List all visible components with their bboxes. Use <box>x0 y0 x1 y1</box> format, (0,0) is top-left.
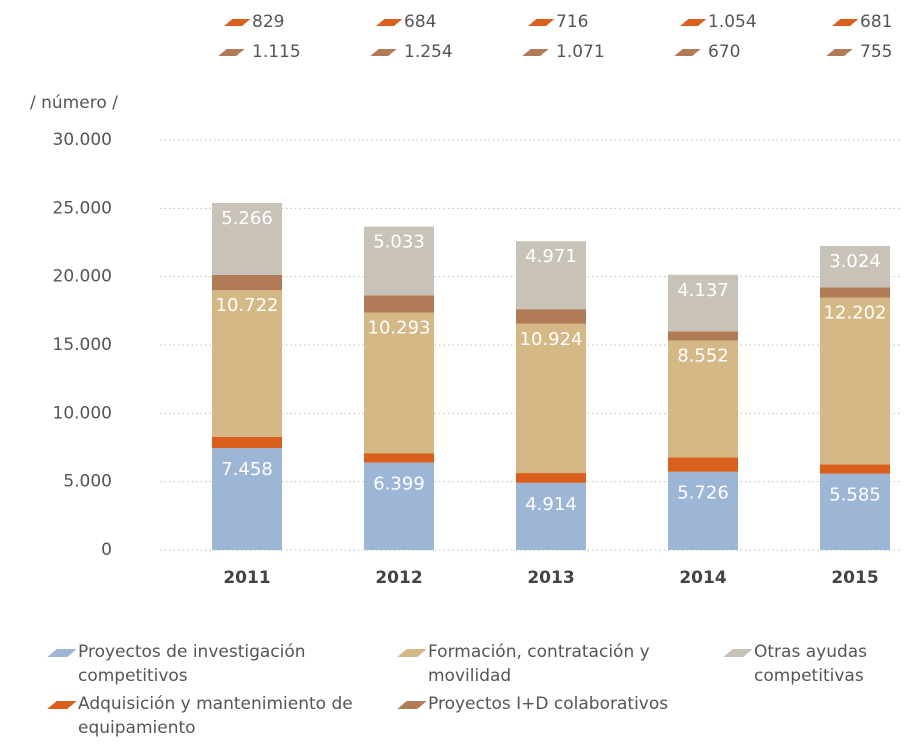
value-label: 10.293 <box>368 318 431 339</box>
value-label: 5.726 <box>677 483 729 504</box>
bar-segment <box>820 245 890 288</box>
value-label: 684 <box>404 12 436 32</box>
legend-label: Otras ayudas competitivas <box>754 642 868 686</box>
legend-swatch <box>376 19 403 26</box>
legend-swatch <box>832 19 859 26</box>
value-label: 755 <box>860 42 892 62</box>
bar-segment <box>516 473 586 483</box>
legend-swatch <box>674 49 701 56</box>
value-label: 829 <box>252 12 284 32</box>
legend-label: Formación, contratación y movilidad <box>428 642 650 686</box>
bar-segment <box>668 340 738 458</box>
legend-swatch <box>218 49 245 56</box>
value-label: 5.033 <box>373 232 425 253</box>
bar-segment <box>364 312 434 454</box>
value-label: 5.266 <box>221 208 273 229</box>
x-tick-label: 2014 <box>679 568 726 588</box>
y-tick-label: 25.000 <box>53 198 112 218</box>
bar-segment <box>364 226 434 296</box>
bar-segment <box>212 448 282 550</box>
value-label: 681 <box>860 12 892 32</box>
legend-swatch <box>680 19 707 26</box>
bar-segment <box>212 436 282 449</box>
bar-segment <box>516 309 586 324</box>
value-label: 5.585 <box>829 485 881 506</box>
value-label: 1.254 <box>404 42 453 62</box>
bar-segment <box>820 287 890 298</box>
y-tick-label: 5.000 <box>63 472 112 492</box>
legend-swatch <box>826 49 853 56</box>
bar-segment <box>516 323 586 474</box>
value-label: 7.458 <box>221 459 273 480</box>
legend-swatch <box>397 701 427 709</box>
x-tick-label: 2015 <box>831 568 878 588</box>
bar-segment <box>364 453 434 463</box>
y-tick-label: 30.000 <box>53 130 112 150</box>
legend-label: Proyectos de investigación competitivos <box>78 642 306 686</box>
bar-segment <box>668 471 738 550</box>
bar-segment <box>516 482 586 550</box>
legend-swatch <box>370 49 397 56</box>
bar-segment <box>516 241 586 310</box>
value-label: 670 <box>708 42 740 62</box>
legend-item: Proyectos I+D colaborativos <box>397 692 728 716</box>
value-label: 12.202 <box>824 303 887 324</box>
legend-swatch <box>723 649 753 657</box>
bar-segment <box>820 297 890 465</box>
legend-item: Adquisición y mantenimiento de equipamie… <box>47 692 378 740</box>
bar-segment <box>364 295 434 313</box>
legend-label: Proyectos I+D colaborativos <box>428 694 669 714</box>
y-tick-label: 0 <box>101 540 112 560</box>
legend-swatch <box>397 649 427 657</box>
bar-segment <box>668 457 738 472</box>
legend-swatch <box>224 19 251 26</box>
bar-segment <box>212 203 282 275</box>
y-axis-label: / número / <box>30 93 118 113</box>
bar-segment <box>364 462 434 550</box>
value-label: 1.115 <box>252 42 301 62</box>
legend-label: Adquisición y mantenimiento de equipamie… <box>78 694 353 738</box>
x-tick-label: 2011 <box>223 568 270 588</box>
bar-segment <box>668 274 738 332</box>
legend-swatch <box>522 49 549 56</box>
value-label: 1.071 <box>556 42 605 62</box>
value-label: 3.024 <box>829 251 881 272</box>
bar-segment <box>212 290 282 437</box>
y-tick-label: 20.000 <box>53 267 112 287</box>
legend-swatch <box>528 19 555 26</box>
y-tick-label: 15.000 <box>53 335 112 355</box>
legend-swatch <box>47 649 77 657</box>
value-label: 10.924 <box>520 329 583 350</box>
legend-swatch <box>47 701 77 709</box>
bar-segment <box>820 464 890 474</box>
value-label: 716 <box>556 12 588 32</box>
legend-item: Proyectos de investigación competitivos <box>47 640 338 688</box>
x-tick-label: 2013 <box>527 568 574 588</box>
value-label: 4.914 <box>525 494 577 515</box>
value-label: 1.054 <box>708 12 757 32</box>
value-label: 8.552 <box>677 345 729 366</box>
value-label: 6.399 <box>373 474 425 495</box>
legend-item: Otras ayudas competitivas <box>723 640 914 688</box>
bar-segment <box>212 274 282 291</box>
x-tick-label: 2012 <box>375 568 422 588</box>
bar-segment <box>820 473 890 550</box>
y-tick-label: 10.000 <box>53 403 112 423</box>
value-label: 4.971 <box>525 246 577 267</box>
value-label: 10.722 <box>216 295 279 316</box>
bar-segment <box>668 331 738 341</box>
legend-item: Formación, contratación y movilidad <box>397 640 688 688</box>
value-label: 4.137 <box>677 280 729 301</box>
